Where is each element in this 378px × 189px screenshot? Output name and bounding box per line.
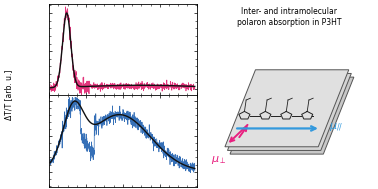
Polygon shape <box>230 77 354 154</box>
Text: $\mu_{//}$: $\mu_{//}$ <box>329 122 344 135</box>
Text: Inter- and intramolecular
polaron absorption in P3HT: Inter- and intramolecular polaron absorp… <box>237 7 342 27</box>
Text: ΔT/T [arb. u.]: ΔT/T [arb. u.] <box>4 69 13 120</box>
Polygon shape <box>225 70 349 147</box>
Text: $\mu_\perp$: $\mu_\perp$ <box>211 154 227 166</box>
Polygon shape <box>228 74 351 150</box>
